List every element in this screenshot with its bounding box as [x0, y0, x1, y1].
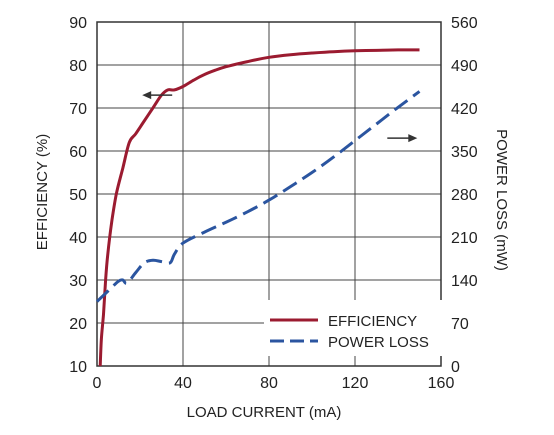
- legend-background: [264, 300, 442, 356]
- y-axis-left-title: EFFICIENCY (%): [34, 134, 51, 250]
- power-loss-line: [95, 90, 421, 303]
- plot-frame: [96, 21, 442, 367]
- y-left-tick-label: 90: [69, 15, 87, 32]
- y-right-tick-label: 0: [451, 359, 460, 376]
- y-left-tick-label: 50: [69, 187, 87, 204]
- y-left-tick-label: 70: [69, 101, 87, 118]
- annotation-layer: [142, 91, 418, 143]
- x-tick-label: 40: [174, 375, 192, 392]
- y-right-tick-label: 420: [451, 101, 478, 118]
- legend-power-loss-label: POWER LOSS: [328, 334, 429, 351]
- tick-labels: 0 40 80 120 160 10 20 30 40 50 60 70 80 90 0 70 140 210 28…: [69, 15, 478, 392]
- y-right-tick-label: 350: [451, 144, 478, 161]
- legend-efficiency-label: EFFICIENCY: [328, 313, 417, 330]
- y-right-tick-label: 210: [451, 230, 478, 247]
- x-tick-label: 120: [342, 375, 369, 392]
- right-arrow-head: [408, 134, 418, 143]
- y-right-tick-label: 490: [451, 58, 478, 75]
- series-layer: [95, 48, 421, 367]
- x-tick-label: 0: [93, 375, 102, 392]
- y-right-tick-label: 560: [451, 15, 478, 32]
- y-left-tick-label: 80: [69, 58, 87, 75]
- y-right-tick-label: 140: [451, 273, 478, 290]
- y-left-tick-label: 40: [69, 230, 87, 247]
- efficiency-line: [98, 48, 420, 367]
- left-arrow-head: [142, 91, 152, 100]
- y-left-tick-label: 20: [69, 316, 87, 333]
- x-axis-title: LOAD CURRENT (mA): [187, 404, 342, 421]
- y-left-tick-label: 60: [69, 144, 87, 161]
- y-right-tick-label: 70: [451, 316, 469, 333]
- legend: EFFICIENCY POWER LOSS: [264, 300, 442, 356]
- x-tick-label: 160: [428, 375, 455, 392]
- grid: [97, 22, 441, 366]
- y-right-tick-label: 280: [451, 187, 478, 204]
- plot-border: [96, 21, 442, 367]
- x-tick-label: 80: [260, 375, 278, 392]
- y-left-tick-label: 30: [69, 273, 87, 290]
- y-left-tick-label: 10: [69, 359, 87, 376]
- y-axis-right-title: POWER LOSS (mW): [493, 129, 510, 271]
